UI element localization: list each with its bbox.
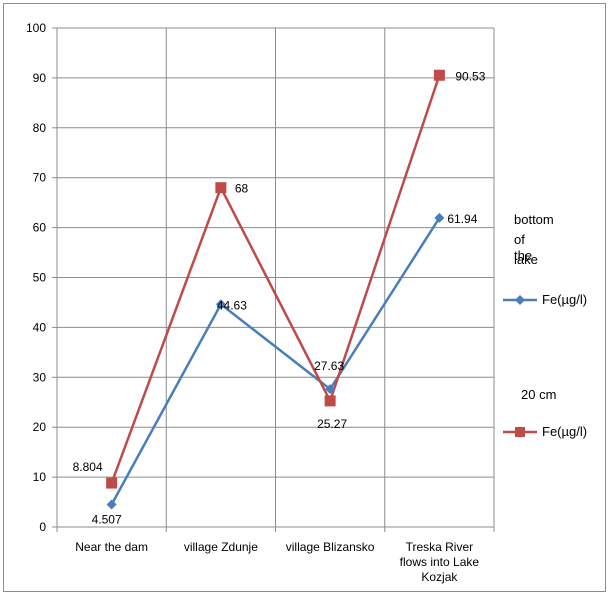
line-chart: 0 10 20 30 40 50 60 70 80 90 100 Near the dam villa… — [26, 21, 495, 584]
y-tick-label: 30 — [33, 370, 47, 384]
x-category-label-line: flows into Lake — [400, 555, 480, 569]
x-category-label-line: village Zdunje — [184, 540, 258, 554]
y-tick-label: 100 — [26, 21, 46, 35]
y-tick-labels: 0 10 20 30 40 50 60 70 80 90 100 — [26, 21, 46, 534]
y-tick-label: 50 — [33, 271, 47, 285]
chart-frame: 0 10 20 30 40 50 60 70 80 90 100 Near the dam villa… — [3, 3, 606, 592]
x-category-label: village Zdunje — [184, 540, 258, 554]
axes — [52, 27, 495, 532]
data-point-marker — [325, 384, 336, 395]
data-label: 90.53 — [455, 69, 485, 83]
y-tick-label: 0 — [39, 520, 46, 534]
legend-title-bottom-line-1: bottom — [514, 212, 554, 227]
y-tick-label: 60 — [33, 221, 47, 235]
x-category-label-line: Near the dam — [75, 540, 148, 554]
y-tick-label: 90 — [33, 71, 47, 85]
legend-key-20cm-icon — [503, 427, 537, 437]
x-category-label-line: Kozjak — [421, 570, 458, 584]
legend-title-bottom-line-3: lake — [514, 252, 538, 267]
x-category-label: Treska River flows into Lake Kozjak — [400, 540, 480, 584]
series-line — [110, 217, 441, 506]
data-label: 27.63 — [314, 359, 344, 373]
legend-entry-bottom: Fe(µg/l) — [542, 292, 588, 307]
data-point-marker — [106, 477, 118, 489]
data-point-marker — [106, 499, 117, 510]
data-label: 44.63 — [217, 298, 247, 312]
y-tick-label: 20 — [33, 420, 47, 434]
x-category-label: Near the dam — [75, 540, 148, 554]
data-labels: 4.507 44.63 27.63 61.94 8.804 68 25.27 90.53 — [73, 69, 486, 526]
y-tick-label: 70 — [33, 171, 47, 185]
data-label: 8.804 — [73, 460, 103, 474]
legend-title-bottom-line-2: of the — [514, 232, 533, 263]
x-category-label-line: Treska River — [406, 540, 474, 554]
data-point-marker — [433, 69, 445, 81]
legend-title-20cm: 20 cm — [521, 387, 557, 402]
series-markers — [106, 69, 445, 510]
x-category-label: village Blizansko — [286, 540, 375, 554]
y-tick-label: 10 — [33, 470, 47, 484]
data-label: 61.94 — [447, 212, 477, 226]
series-lines — [110, 74, 441, 506]
data-point-marker — [215, 182, 227, 194]
data-point-marker — [215, 299, 226, 310]
data-point-marker — [324, 395, 336, 407]
x-category-labels: Near the dam village Zdunje village Blizan… — [75, 540, 479, 584]
y-tick-label: 40 — [33, 320, 47, 334]
y-tick-label: 80 — [33, 121, 47, 135]
data-label: 68 — [235, 182, 249, 196]
x-category-label-line: village Blizansko — [286, 540, 375, 554]
legend-key-bottom-icon — [503, 295, 537, 305]
data-point-marker — [434, 212, 445, 223]
data-label: 4.507 — [92, 513, 122, 527]
legend-entry-20cm: Fe(µg/l) — [542, 424, 588, 439]
gridlines — [57, 27, 495, 527]
series-line — [110, 74, 441, 484]
data-label: 25.27 — [317, 417, 347, 431]
